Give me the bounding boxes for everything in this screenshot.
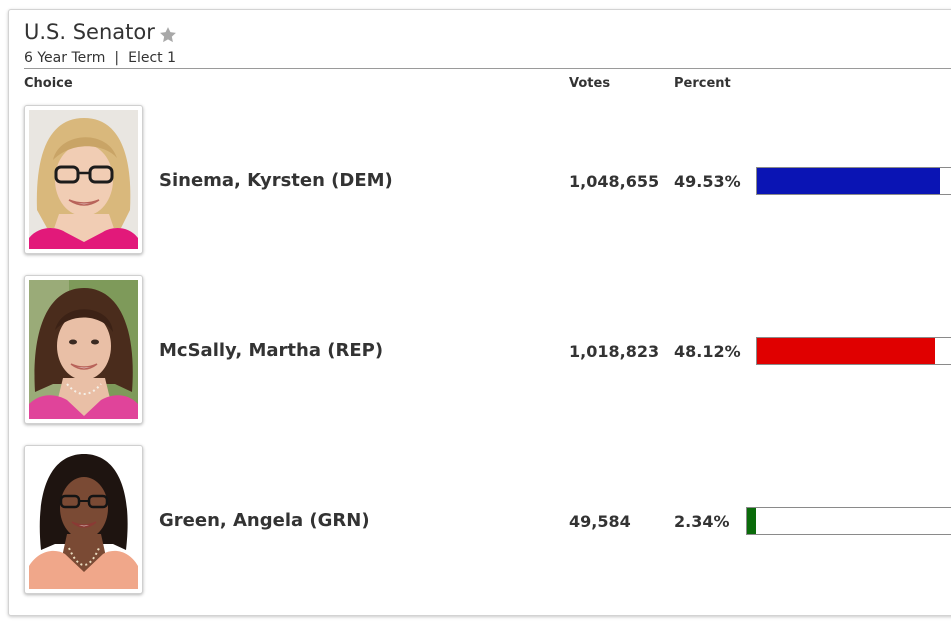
- candidate-photo: [24, 445, 143, 594]
- candidate-row: Sinema, Kyrsten (DEM) 1,048,655 49.53%: [0, 105, 951, 257]
- column-header-votes: Votes: [569, 76, 611, 91]
- elect-label: Elect 1: [128, 50, 177, 66]
- candidate-votes: 1,018,823: [569, 342, 660, 361]
- candidate-row: McSally, Martha (REP) 1,018,823 48.12%: [0, 275, 951, 427]
- candidate-percent: 48.12%: [674, 342, 741, 361]
- candidate-percent: 2.34%: [674, 512, 730, 531]
- term-label: 6 Year Term: [24, 50, 106, 66]
- vote-share-bar: [756, 167, 951, 195]
- candidate-percent: 49.53%: [674, 172, 741, 191]
- candidate-portrait: [29, 450, 138, 589]
- vote-share-fill: [747, 508, 756, 534]
- candidate-portrait: [29, 280, 138, 419]
- contest-subtitle: 6 Year Term | Elect 1: [24, 50, 176, 66]
- candidate-votes: 1,048,655: [569, 172, 660, 191]
- separator: |: [114, 50, 120, 66]
- candidate-photo: [24, 275, 143, 424]
- candidate-row: Green, Angela (GRN) 49,584 2.34%: [0, 445, 951, 597]
- header-divider: [24, 68, 951, 69]
- column-header-percent: Percent: [674, 76, 731, 91]
- candidate-name: McSally, Martha (REP): [159, 340, 384, 361]
- contest-title: U.S. Senator: [24, 20, 155, 44]
- vote-share-bar: [746, 507, 951, 535]
- candidate-portrait: [29, 110, 138, 249]
- vote-share-fill: [757, 338, 936, 364]
- column-header-choice: Choice: [24, 76, 73, 91]
- candidate-photo: [24, 105, 143, 254]
- star-icon[interactable]: [158, 25, 178, 45]
- vote-share-bar: [756, 337, 951, 365]
- candidate-name: Green, Angela (GRN): [159, 510, 370, 531]
- candidate-name: Sinema, Kyrsten (DEM): [159, 170, 393, 191]
- vote-share-fill: [757, 168, 941, 194]
- candidate-votes: 49,584: [569, 512, 631, 531]
